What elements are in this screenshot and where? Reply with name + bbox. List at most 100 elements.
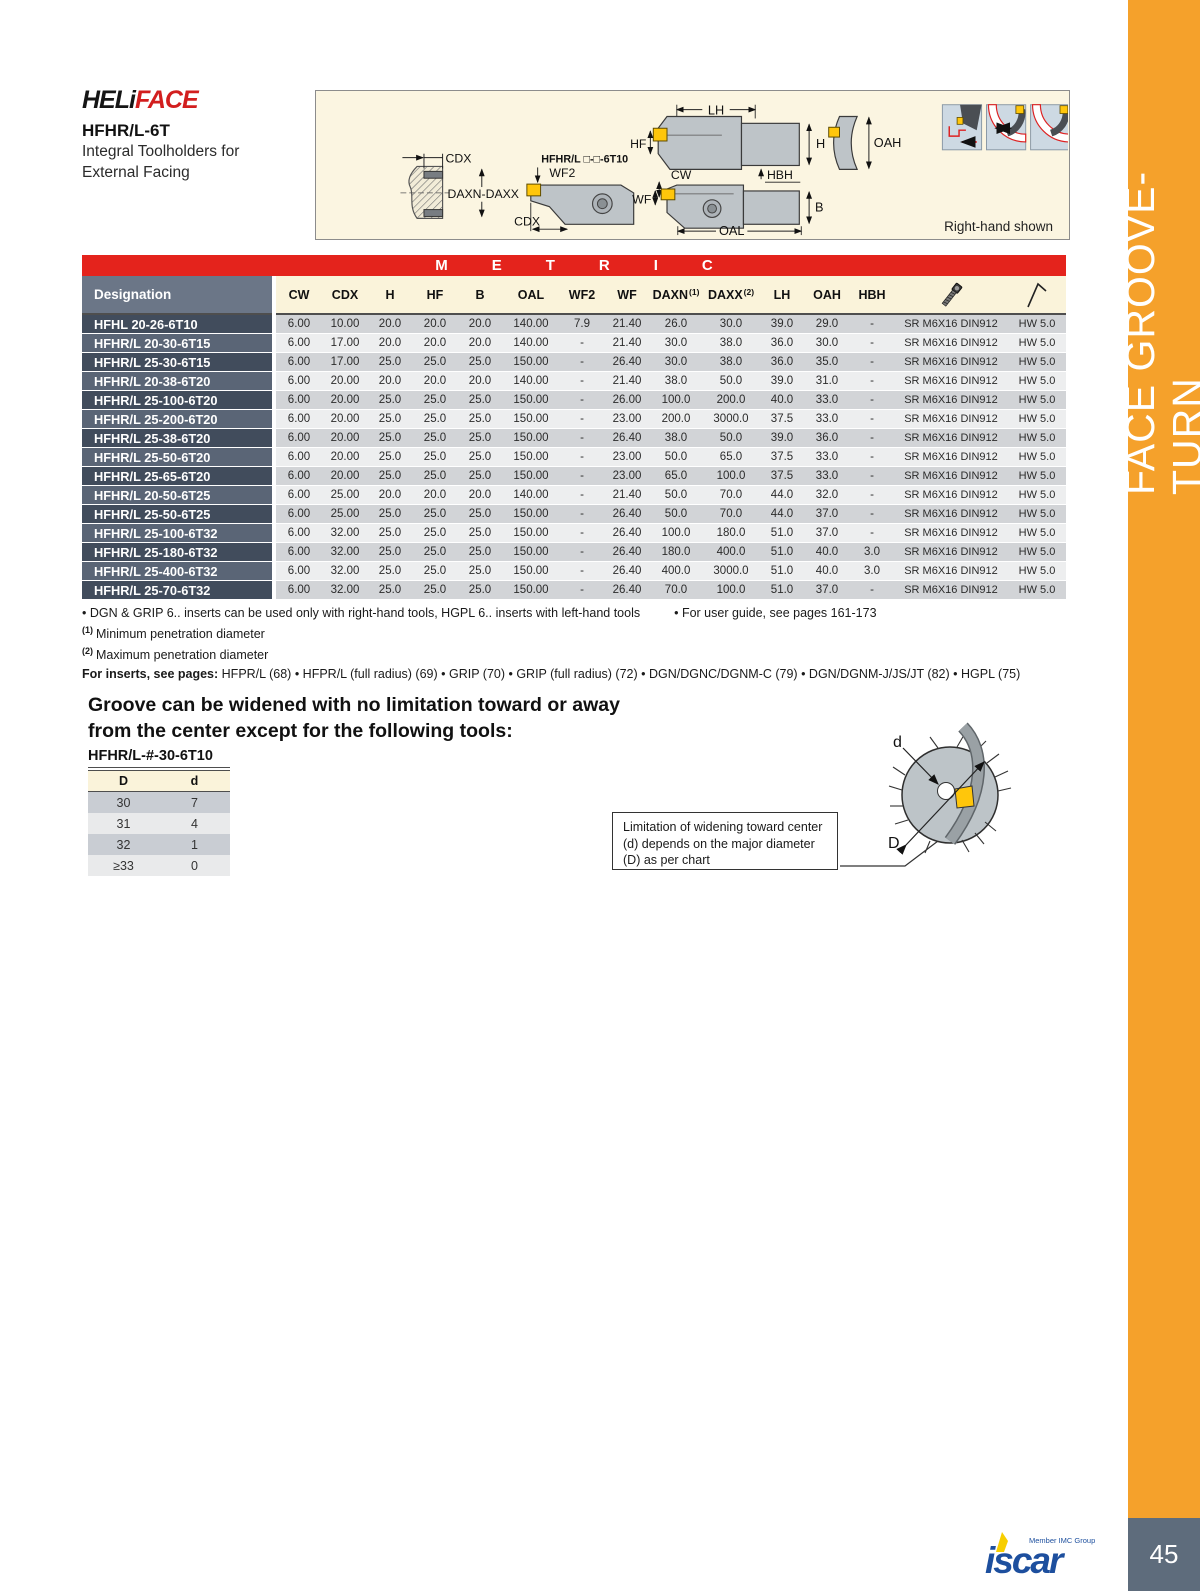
value-cell: 32.00: [322, 524, 368, 543]
column-gap: [272, 353, 276, 372]
value-cell: 38.0: [702, 334, 760, 353]
dim-label-hf: HF: [630, 137, 646, 151]
value-cell: 140.00: [502, 334, 560, 353]
value-cell: 37.5: [760, 448, 804, 467]
value-cell: 150.00: [502, 448, 560, 467]
tool-front-view: HFHR/L □-□-6T10 WF2 CDX: [514, 154, 635, 233]
designation-cell: HFHR/L 25-38-6T20: [82, 429, 272, 448]
screw-cell: SR M6X16 DIN912: [894, 505, 1008, 524]
value-cell: -: [850, 524, 894, 543]
value-cell: -: [560, 334, 604, 353]
value-cell: 50.0: [702, 429, 760, 448]
designation-cell: HFHR/L 25-50-6T20: [82, 448, 272, 467]
designation-cell: HFHR/L 25-30-6T15: [82, 353, 272, 372]
value-cell: -: [850, 372, 894, 391]
dim-label-wf2: WF2: [549, 166, 575, 180]
tool-side-view: LH HF H HBH OAH: [630, 103, 901, 183]
value-cell: 20.00: [322, 429, 368, 448]
tool-plan-view: CW WF B OAL: [632, 168, 823, 238]
value-cell: 36.0: [760, 334, 804, 353]
heliface-logo: HELiFACE: [82, 86, 199, 115]
screw-cell: SR M6X16 DIN912: [894, 543, 1008, 562]
value-cell: 100.0: [702, 581, 760, 600]
value-cell: 38.0: [702, 353, 760, 372]
dim-label-cw: CW: [671, 168, 692, 182]
column-gap: [272, 410, 276, 429]
value-cell: 25.0: [368, 391, 412, 410]
dd-value-cell: 1: [159, 834, 230, 855]
key-cell: HW 5.0: [1008, 505, 1066, 524]
value-cell: 200.0: [702, 391, 760, 410]
widening-limit-diagram: d D: [840, 722, 1012, 867]
dd-value-cell: 7: [159, 792, 230, 813]
dim-label-cdx-left: CDX: [446, 152, 472, 166]
dim-label-b: B: [815, 200, 824, 215]
value-cell: 25.0: [412, 467, 458, 486]
value-cell: 20.0: [412, 334, 458, 353]
value-cell: 38.0: [650, 372, 702, 391]
screw-cell: SR M6X16 DIN912: [894, 353, 1008, 372]
value-cell: 20.00: [322, 391, 368, 410]
value-cell: 200.0: [650, 410, 702, 429]
col-header-screw-icon: [894, 276, 1008, 315]
value-cell: 44.0: [760, 486, 804, 505]
value-cell: 50.0: [650, 448, 702, 467]
value-cell: -: [560, 467, 604, 486]
value-cell: 25.0: [368, 353, 412, 372]
designation-cell: HFHR/L 20-30-6T15: [82, 334, 272, 353]
value-cell: -: [560, 429, 604, 448]
value-cell: 20.00: [322, 467, 368, 486]
designation-cell: HFHR/L 25-180-6T32: [82, 543, 272, 562]
value-cell: 20.0: [458, 334, 502, 353]
key-cell: HW 5.0: [1008, 372, 1066, 391]
footnote-usage: • DGN & GRIP 6.. inserts can be used onl…: [82, 606, 1072, 620]
dd-table-row: 30 7: [88, 792, 230, 813]
value-cell: 44.0: [760, 505, 804, 524]
value-cell: 37.0: [804, 505, 850, 524]
value-cell: 25.0: [458, 391, 502, 410]
table-row: HFHR/L 20-30-6T15 6.00 17.00 20.0 20.0 20.0 14…: [82, 334, 1066, 353]
value-cell: 40.0: [804, 562, 850, 581]
screw-cell: SR M6X16 DIN912: [894, 334, 1008, 353]
value-cell: 33.0: [804, 448, 850, 467]
table-row: HFHR/L 25-70-6T32 6.00 32.00 25.0 25.0 25.0 15…: [82, 581, 1066, 600]
value-cell: 36.0: [804, 429, 850, 448]
dd-table-label: HFHR/L-#-30-6T10: [88, 748, 230, 768]
column-gap: [272, 448, 276, 467]
member-imc-text: Member IMC Group: [1029, 1536, 1096, 1545]
designation-cell: HFHL 20-26-6T10: [82, 315, 272, 334]
dd-col-d: d: [159, 770, 230, 792]
value-cell: 6.00: [276, 448, 322, 467]
value-cell: 50.0: [650, 505, 702, 524]
value-cell: -: [850, 334, 894, 353]
designation-cell: HFHR/L 25-50-6T25: [82, 505, 272, 524]
value-cell: 20.0: [458, 372, 502, 391]
value-cell: -: [560, 486, 604, 505]
value-cell: -: [850, 353, 894, 372]
screw-cell: SR M6X16 DIN912: [894, 429, 1008, 448]
column-gap: [272, 372, 276, 391]
designation-cell: HFHR/L 25-70-6T32: [82, 581, 272, 600]
table-row: HFHR/L 25-38-6T20 6.00 20.00 25.0 25.0 25.0 15…: [82, 429, 1066, 448]
dd-table: D d 30 7 31 4 32 1 ≥33 0: [88, 770, 230, 876]
table-body: HFHL 20-26-6T10 6.00 10.00 20.0 20.0 20.0 140.…: [82, 315, 1066, 600]
value-cell: -: [560, 353, 604, 372]
value-cell: 25.0: [368, 467, 412, 486]
value-cell: 32.00: [322, 581, 368, 600]
value-cell: 26.40: [604, 581, 650, 600]
key-cell: HW 5.0: [1008, 410, 1066, 429]
page-subtitle: Integral Toolholders for External Facing: [82, 141, 239, 183]
screw-cell: SR M6X16 DIN912: [894, 372, 1008, 391]
value-cell: 6.00: [276, 562, 322, 581]
dim-label-oal: OAL: [719, 223, 744, 238]
value-cell: 20.00: [322, 410, 368, 429]
value-cell: -: [560, 543, 604, 562]
footnote-userguide-text: • For user guide, see pages 161-173: [674, 606, 877, 620]
value-cell: -: [560, 505, 604, 524]
value-cell: 6.00: [276, 543, 322, 562]
value-cell: 25.00: [322, 486, 368, 505]
value-cell: 25.0: [368, 562, 412, 581]
col-header-wf: WF: [604, 276, 650, 315]
value-cell: 37.0: [804, 581, 850, 600]
key-cell: HW 5.0: [1008, 448, 1066, 467]
